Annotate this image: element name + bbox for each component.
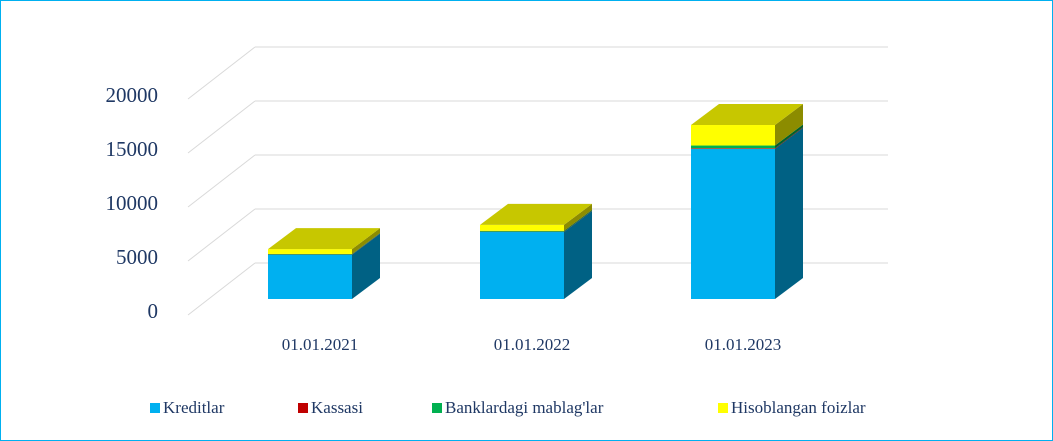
bar-side bbox=[352, 233, 380, 299]
bar-side bbox=[352, 232, 380, 255]
y-tick-label: 10000 bbox=[106, 191, 159, 215]
bar-side bbox=[775, 104, 803, 146]
bar-segment bbox=[268, 249, 352, 254]
grid-line-side bbox=[187, 154, 256, 208]
x-tick-label: 01.01.2022 bbox=[494, 335, 571, 354]
bar-side bbox=[352, 228, 380, 254]
legend-swatch bbox=[298, 403, 308, 413]
bar-side bbox=[775, 124, 803, 149]
bar-segment bbox=[691, 125, 775, 146]
legend-label: Hisoblangan foizlar bbox=[731, 398, 866, 417]
bar-side bbox=[564, 203, 592, 231]
y-tick-label: 0 bbox=[148, 299, 159, 323]
bar-segment bbox=[691, 148, 775, 299]
y-tick-label: 5000 bbox=[116, 245, 158, 269]
bar-side bbox=[564, 211, 592, 299]
legend-swatch bbox=[718, 403, 728, 413]
bar-top bbox=[268, 228, 380, 250]
bar-side bbox=[775, 127, 803, 149]
legend-label: Banklardagi mablag'lar bbox=[445, 398, 604, 417]
bar-side bbox=[352, 233, 380, 255]
bar-side bbox=[775, 127, 803, 299]
bar-segment bbox=[268, 254, 352, 299]
x-tick-label: 01.01.2023 bbox=[705, 335, 782, 354]
y-tick-label: 20000 bbox=[106, 83, 159, 107]
bar-top bbox=[480, 203, 592, 225]
bar-segment bbox=[480, 232, 564, 299]
legend-swatch bbox=[432, 403, 442, 413]
grid-line-side bbox=[187, 208, 256, 262]
grid-line-side bbox=[187, 262, 256, 316]
bar-segment bbox=[480, 224, 564, 231]
bar-segment bbox=[480, 230, 564, 232]
grid-line-side bbox=[187, 100, 256, 154]
bar-segment bbox=[691, 145, 775, 149]
legend-label: Kreditlar bbox=[163, 398, 225, 417]
legend-swatch bbox=[150, 403, 160, 413]
grid-line-side bbox=[187, 46, 256, 100]
bar-side bbox=[564, 209, 592, 232]
y-tick-label: 15000 bbox=[106, 137, 159, 161]
bar-top bbox=[691, 104, 803, 126]
x-tick-label: 01.01.2021 bbox=[282, 335, 359, 354]
bar-segment bbox=[268, 253, 352, 255]
bar-segment bbox=[691, 148, 775, 149]
bar-side bbox=[564, 210, 592, 233]
legend-label: Kassasi bbox=[311, 398, 363, 417]
